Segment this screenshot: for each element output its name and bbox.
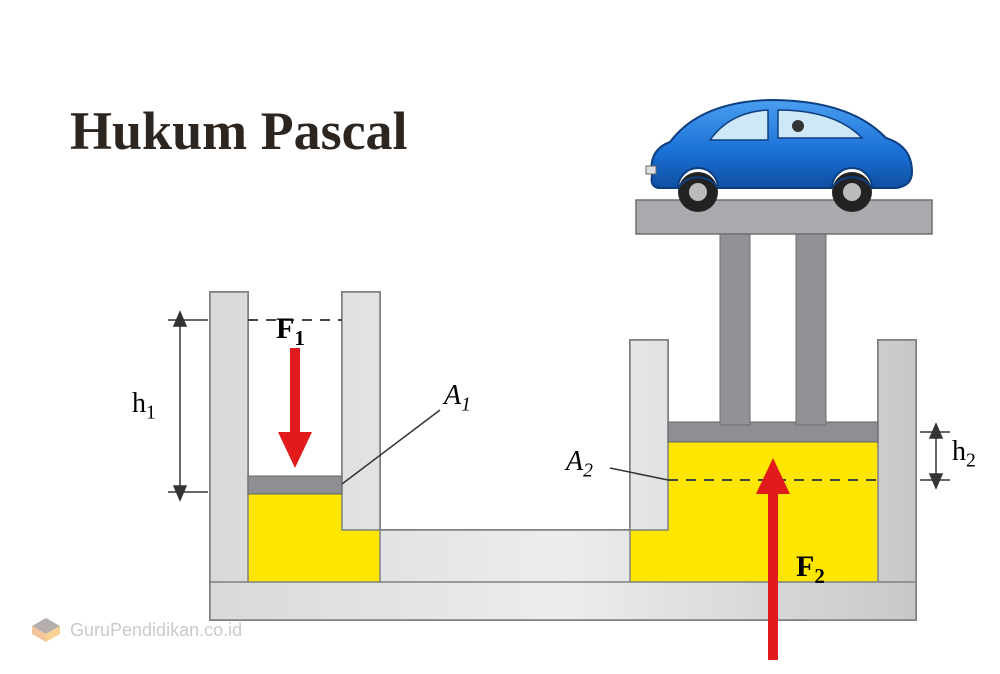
right-piston <box>668 422 878 442</box>
fluid-left-low <box>248 530 342 582</box>
h1-dimension <box>168 312 208 500</box>
label-a1: A1 <box>444 380 471 417</box>
label-h1: h1 <box>132 388 156 425</box>
h2-dimension <box>920 424 950 488</box>
label-h2: h2 <box>952 436 976 473</box>
car <box>646 100 912 212</box>
f1-arrow <box>278 348 312 468</box>
watermark-icon <box>30 616 62 644</box>
label-f2: F2 <box>796 550 825 589</box>
left-piston <box>248 476 342 494</box>
pascal-diagram: F1 F2 A1 A2 h1 h2 <box>80 60 950 660</box>
watermark-text: GuruPendidikan.co.id <box>70 620 242 641</box>
watermark: GuruPendidikan.co.id <box>30 616 242 644</box>
label-a2: A2 <box>566 446 593 483</box>
label-f1: F1 <box>276 312 305 351</box>
